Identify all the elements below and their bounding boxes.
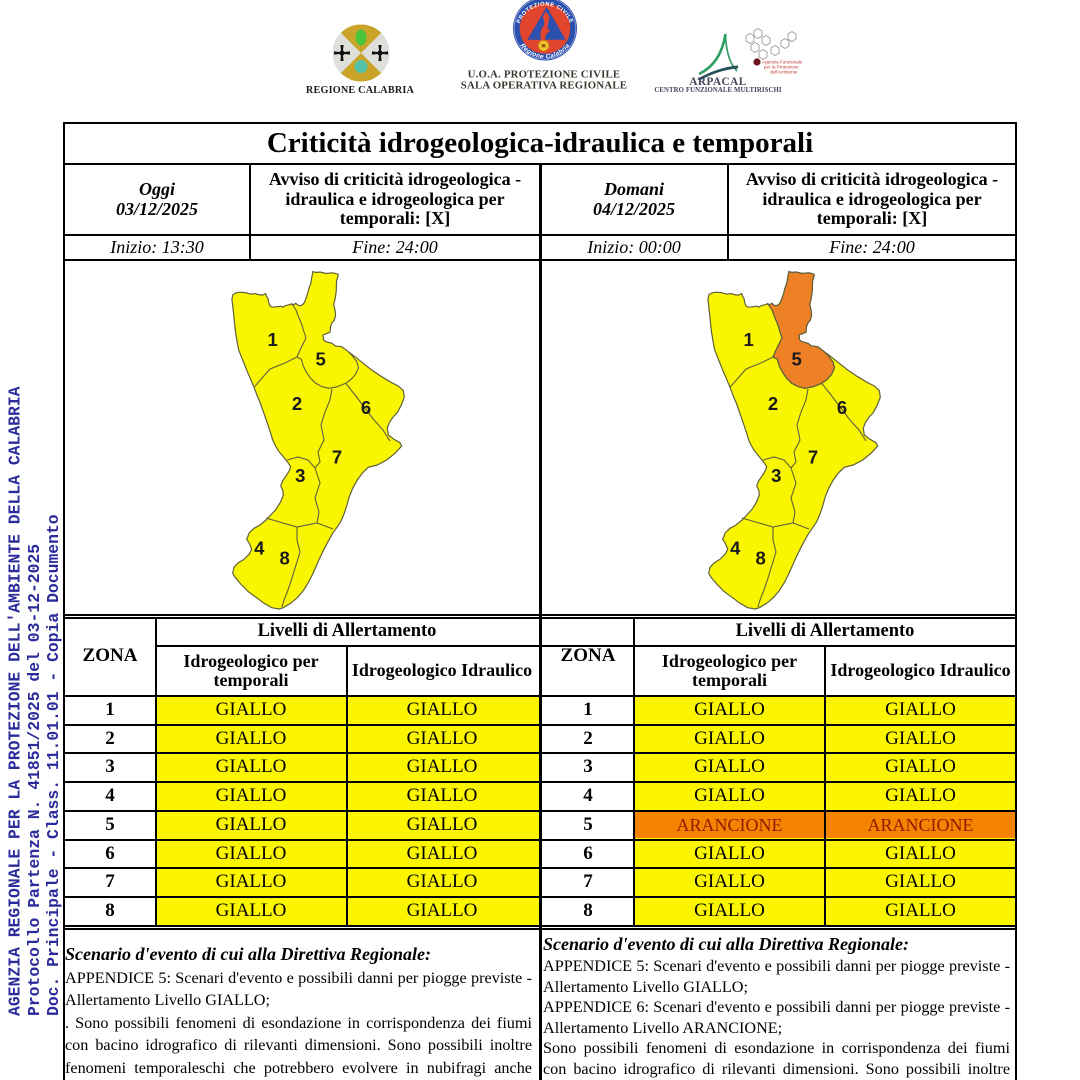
svg-text:Doc. Principale - Class. 11.01: Doc. Principale - Class. 11.01.01 - Copi… (44, 514, 63, 1016)
svg-text:CENTRO FUNZIONALE MULTIRISCHI: CENTRO FUNZIONALE MULTIRISCHI (654, 87, 782, 94)
svg-text:Protocollo Partenza N. 41851/2: Protocollo Partenza N. 41851/2025 del 03… (25, 544, 44, 1016)
svg-text:Agenzia Funzionale: Agenzia Funzionale (762, 60, 803, 65)
svg-text:REGIONE CALABRIA: REGIONE CALABRIA (306, 85, 415, 96)
svg-text:dell'Ambiente: dell'Ambiente (770, 70, 798, 75)
svg-text:ARPACAL: ARPACAL (689, 76, 746, 88)
svg-text:per la Protezione: per la Protezione (764, 65, 799, 70)
svg-text:U.O.A. PROTEZIONE CIVILE: U.O.A. PROTEZIONE CIVILE (468, 69, 621, 81)
svg-text:SALA OPERATIVA REGIONALE: SALA OPERATIVA REGIONALE (461, 80, 627, 92)
svg-text:AGENZIA REGIONALE PER LA PROTE: AGENZIA REGIONALE PER LA PROTEZIONE DELL… (6, 386, 25, 1016)
